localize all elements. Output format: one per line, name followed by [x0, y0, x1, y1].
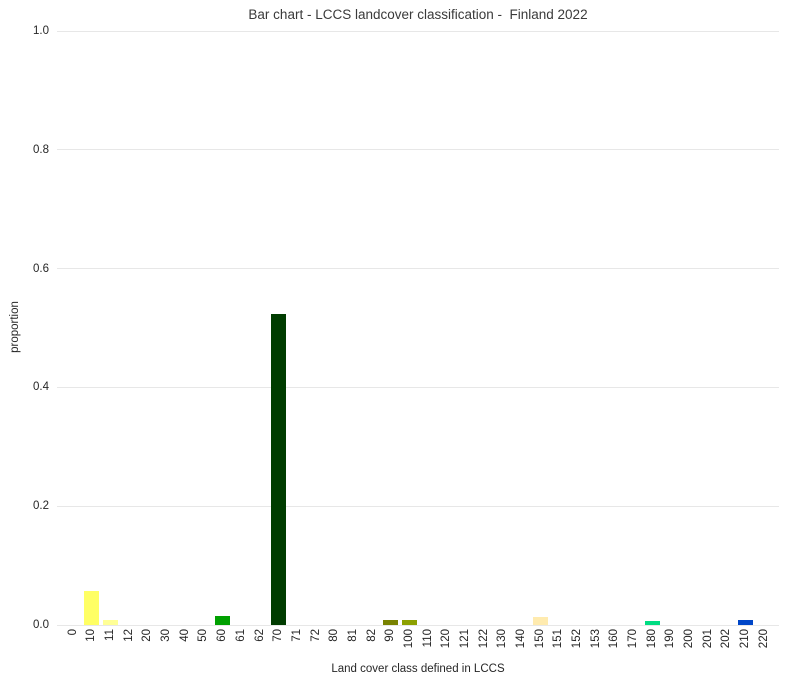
- bar-150: [532, 617, 548, 625]
- x-tick-label: 170: [626, 629, 639, 649]
- y-tick-label: 1.0: [33, 25, 49, 37]
- x-tick-label: 122: [477, 629, 490, 649]
- x-tick-label: 220: [757, 629, 770, 649]
- y-tick-label: 0.0: [33, 619, 49, 631]
- x-tick-label: 62: [253, 629, 266, 642]
- chart-title: Bar chart - LCCS landcover classificatio…: [248, 7, 588, 22]
- x-tick-label: 121: [458, 629, 471, 649]
- y-tick-label: 0.2: [33, 500, 49, 513]
- y-tick-label: 0.8: [33, 143, 49, 156]
- x-tick-label: 160: [608, 629, 621, 649]
- x-tick-label: 150: [533, 629, 546, 649]
- x-tick-label: 70: [272, 629, 285, 642]
- plot-area: 0.0 0.2 0.4 0.6 0.8 1.0 0 10 11 12 20 30 40 50 60 61 62 7…: [33, 25, 779, 648]
- bar-210: [737, 619, 753, 625]
- x-tick-label: 11: [104, 629, 117, 641]
- x-tick-label: 201: [701, 629, 714, 649]
- x-tick-label: 30: [160, 629, 173, 642]
- x-tick-label: 190: [664, 629, 677, 649]
- x-tick-label: 81: [346, 629, 359, 642]
- x-tick-label: 0: [66, 629, 79, 636]
- x-tick-label: 200: [682, 629, 695, 649]
- x-tick-label: 210: [738, 629, 751, 649]
- x-tick-label: 72: [309, 629, 322, 642]
- gridline: [57, 386, 779, 388]
- x-tick-label: 12: [122, 629, 135, 642]
- bar-70: [271, 314, 287, 625]
- x-tick-label: 61: [234, 629, 247, 642]
- x-tick-label: 90: [384, 629, 397, 642]
- y-tick-label: 0.4: [33, 381, 49, 394]
- x-tick-label: 60: [216, 629, 229, 642]
- gridline: [57, 505, 779, 507]
- x-tick-label: 100: [402, 629, 415, 649]
- x-tick-label: 140: [514, 629, 527, 649]
- x-tick-label: 82: [365, 629, 378, 642]
- x-tick-label: 151: [552, 629, 565, 649]
- bar-90: [383, 620, 399, 625]
- x-tick-label: 50: [197, 629, 210, 642]
- gridline: [57, 30, 779, 32]
- bar-100: [401, 620, 417, 625]
- x-tick-label: 10: [85, 629, 98, 642]
- y-axis-label: proportion: [9, 301, 21, 353]
- x-tick-label: 80: [328, 629, 341, 642]
- bar-11: [103, 619, 119, 625]
- x-axis-label: Land cover class defined in LCCS: [331, 663, 505, 675]
- x-tick-label: 202: [720, 629, 733, 649]
- x-tick-label: 40: [178, 629, 191, 642]
- gridline: [57, 149, 779, 151]
- x-tick-label: 130: [496, 629, 509, 649]
- bar-180: [644, 621, 660, 625]
- x-tick-label: 180: [645, 629, 658, 649]
- gridline: [57, 268, 779, 270]
- y-tick-label: 0.6: [33, 262, 49, 275]
- x-tick-label: 153: [589, 629, 602, 649]
- x-tick-label: 20: [141, 629, 154, 642]
- bar-60: [215, 615, 231, 625]
- x-tick-label: 110: [421, 629, 434, 648]
- x-tick-label: 120: [440, 629, 453, 649]
- gridline: [57, 624, 779, 626]
- x-tick-label: 152: [570, 629, 583, 649]
- bar-10: [84, 590, 100, 625]
- x-tick-label: 71: [290, 629, 303, 642]
